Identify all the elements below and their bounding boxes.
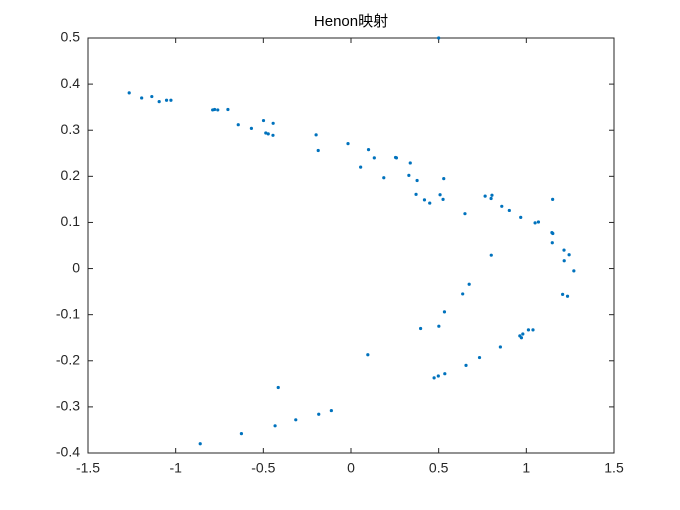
point bbox=[489, 196, 493, 201]
point bbox=[140, 96, 144, 100]
point bbox=[226, 107, 230, 112]
point bbox=[212, 107, 217, 112]
point bbox=[521, 332, 525, 336]
point bbox=[422, 198, 427, 202]
x-tick-label: -1 bbox=[169, 460, 182, 476]
point bbox=[329, 408, 333, 413]
point bbox=[157, 100, 161, 104]
point bbox=[428, 201, 432, 205]
point bbox=[518, 334, 522, 338]
point bbox=[437, 36, 441, 40]
point bbox=[261, 118, 266, 123]
y-tick-label: -0.2 bbox=[56, 351, 80, 367]
point bbox=[415, 178, 419, 183]
y-tick-label: -0.4 bbox=[56, 444, 80, 460]
point bbox=[464, 363, 468, 367]
point bbox=[150, 94, 154, 99]
y-tick-label: 0.5 bbox=[61, 29, 81, 45]
point bbox=[477, 355, 482, 360]
y-tick-label: -0.3 bbox=[56, 398, 80, 414]
point bbox=[442, 177, 446, 181]
point bbox=[536, 220, 541, 224]
point bbox=[438, 193, 442, 197]
point bbox=[359, 165, 363, 169]
point bbox=[408, 161, 412, 165]
point bbox=[443, 372, 447, 376]
point bbox=[198, 442, 202, 446]
point bbox=[366, 353, 370, 357]
point bbox=[239, 432, 244, 436]
point bbox=[533, 221, 537, 225]
point bbox=[264, 131, 268, 135]
point bbox=[276, 385, 280, 390]
point bbox=[266, 132, 270, 136]
point bbox=[414, 192, 418, 196]
point bbox=[490, 193, 494, 197]
point bbox=[436, 374, 440, 378]
point bbox=[437, 324, 441, 328]
point bbox=[294, 418, 298, 422]
point bbox=[565, 294, 570, 298]
x-tick-label: -0.5 bbox=[251, 460, 275, 476]
point bbox=[164, 98, 169, 102]
point bbox=[526, 328, 531, 332]
x-tick-label: 1 bbox=[522, 460, 530, 476]
point bbox=[489, 253, 493, 257]
point bbox=[394, 156, 399, 160]
y-tick-label: 0 bbox=[72, 259, 80, 275]
point bbox=[561, 292, 565, 296]
y-tick-label: -0.1 bbox=[56, 305, 80, 321]
point bbox=[236, 123, 240, 127]
x-tick-label: 0.5 bbox=[429, 460, 449, 476]
point bbox=[372, 156, 376, 160]
point bbox=[216, 108, 220, 112]
point bbox=[550, 230, 554, 235]
point bbox=[442, 310, 447, 314]
point bbox=[419, 326, 423, 331]
point bbox=[483, 194, 487, 198]
y-tick-label: 0.2 bbox=[61, 167, 81, 183]
point bbox=[366, 147, 371, 152]
point bbox=[463, 212, 467, 216]
point bbox=[498, 345, 502, 349]
point bbox=[500, 204, 504, 208]
point bbox=[271, 121, 275, 125]
point bbox=[567, 253, 571, 257]
point bbox=[432, 376, 436, 380]
point bbox=[169, 98, 173, 102]
y-tick-label: 0.1 bbox=[61, 213, 81, 229]
point bbox=[519, 215, 523, 219]
point bbox=[562, 248, 566, 252]
point bbox=[562, 259, 566, 263]
point bbox=[273, 424, 277, 428]
y-tick-label: 0.4 bbox=[61, 75, 81, 91]
point bbox=[317, 412, 321, 416]
point bbox=[572, 269, 576, 273]
point bbox=[507, 208, 511, 213]
point bbox=[271, 133, 275, 137]
point bbox=[316, 148, 320, 153]
point bbox=[531, 328, 535, 332]
x-tick-label: 0 bbox=[347, 460, 355, 476]
point bbox=[550, 241, 554, 245]
point bbox=[382, 176, 386, 180]
point bbox=[441, 197, 445, 201]
point bbox=[467, 282, 471, 286]
x-tick-label: 1.5 bbox=[604, 460, 624, 476]
chart-title: Henon映射 bbox=[314, 13, 388, 30]
point bbox=[407, 173, 411, 178]
x-tick-label: -1.5 bbox=[76, 460, 100, 476]
point bbox=[551, 197, 555, 201]
point bbox=[461, 292, 465, 296]
point bbox=[249, 126, 254, 130]
point bbox=[346, 141, 350, 146]
point bbox=[314, 133, 318, 137]
y-tick-label: 0.3 bbox=[61, 121, 81, 137]
point bbox=[127, 91, 131, 95]
